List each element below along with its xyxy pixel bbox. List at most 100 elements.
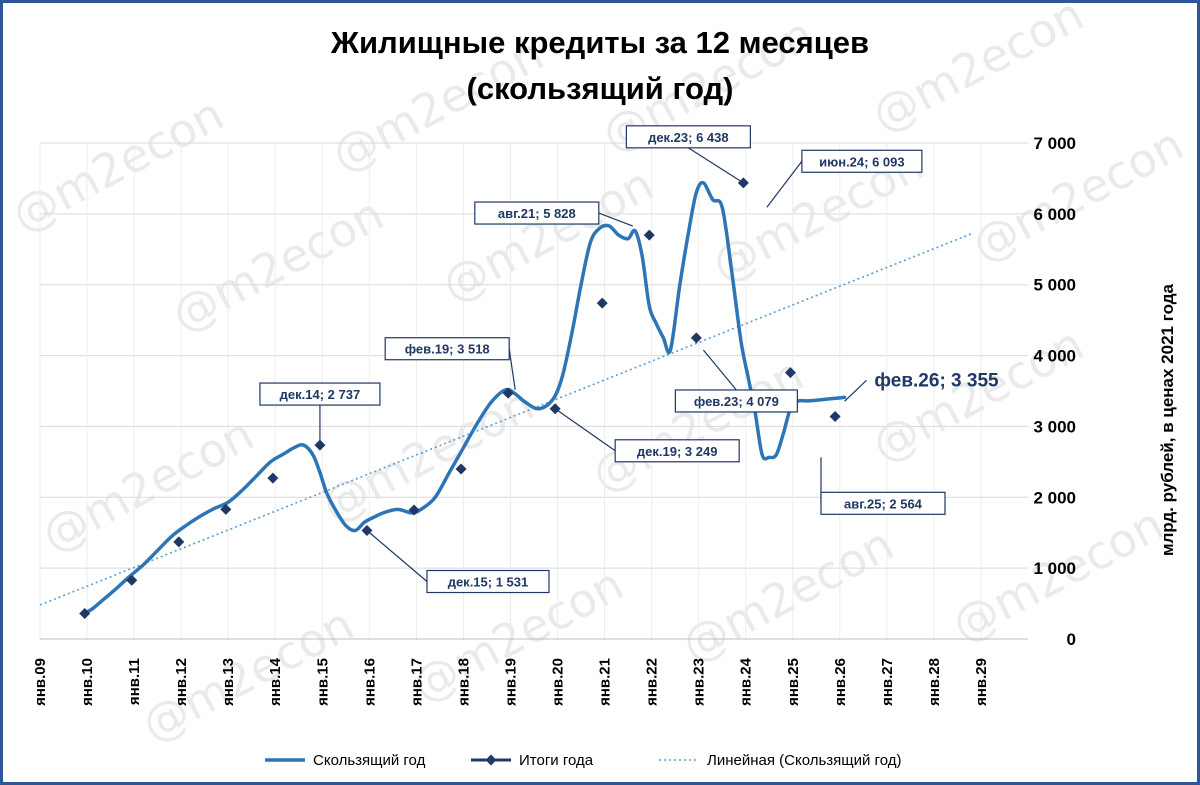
- year-end-marker-7: [408, 504, 420, 516]
- x-axis-ticks: янв.09 янв.10 янв.11 янв.12 янв.13 янв.14 янв.…: [32, 657, 990, 706]
- y-tick-label-4: 4 000: [1033, 347, 1076, 366]
- legend-label-1: Итоги года: [519, 752, 594, 769]
- annotation-leader-3: [554, 408, 616, 452]
- year-end-marker-0: [79, 607, 91, 619]
- annotation-box-7: [801, 149, 923, 173]
- annotation-label-5: фев.23; 4 079: [694, 394, 779, 409]
- x-tick-label-11: янв.20: [550, 658, 567, 706]
- trendline: [39, 232, 972, 606]
- y-tick-label-0: 0: [1067, 630, 1076, 649]
- year-end-marker-1: [126, 574, 138, 586]
- x-tick-label-13: янв.22: [644, 658, 661, 706]
- y-tick-label-7: 7 000: [1033, 134, 1076, 153]
- watermark-text-3: @m2econ: [863, 3, 1092, 143]
- annotation-8: авг.25; 2 564: [820, 457, 946, 515]
- line-chart: @m2econ @m2econ @m2econ @m2econ@m2econ @m2ec…: [3, 3, 1192, 769]
- x-tick-label-2: янв.11: [126, 658, 143, 705]
- watermark-text-0: @m2econ: [3, 87, 232, 243]
- annotation-9: фев.26; 3 355: [844, 370, 999, 402]
- legend: Скользящий год Итоги года Линейная (Скольз…: [265, 752, 901, 769]
- x-tick-label-9: янв.18: [455, 658, 472, 706]
- legend-item-0: Скользящий год: [265, 752, 426, 769]
- year-end-marker-15: [784, 367, 796, 379]
- legend-item-2: Линейная (Скользящий год): [659, 752, 901, 769]
- x-tick-label-14: янв.23: [691, 658, 708, 706]
- x-tick-label-10: янв.19: [502, 658, 519, 706]
- annotation-box-2: [384, 337, 510, 361]
- annotation-leader-4: [598, 212, 634, 227]
- x-tick-label-1: янв.10: [79, 658, 96, 706]
- y-tick-label-5: 5 000: [1033, 276, 1076, 295]
- annotation-leader-2: [508, 348, 516, 390]
- y-tick-label-3: 3 000: [1033, 417, 1076, 436]
- year-end-marker-2: [173, 536, 185, 548]
- y-tick-label-6: 6 000: [1033, 205, 1076, 224]
- x-tick-label-12: янв.21: [597, 658, 614, 706]
- annotation-leader-7: [766, 160, 803, 208]
- annotation-5: фев.23; 4 079: [674, 349, 798, 413]
- annotation-label-1: дек.15; 1 531: [448, 575, 529, 590]
- annotation-label-9: фев.26; 3 355: [874, 370, 999, 391]
- annotation-leader-5: [702, 349, 737, 391]
- x-tick-label-8: янв.17: [408, 658, 425, 706]
- annotation-label-2: фев.19; 3 518: [405, 342, 490, 357]
- annotation-label-8: авг.25; 2 564: [844, 496, 923, 511]
- annotation-7: июн.24; 6 093: [766, 149, 923, 208]
- x-tick-label-16: янв.25: [785, 658, 802, 706]
- x-tick-label-4: янв.13: [220, 658, 237, 706]
- x-tick-label-20: янв.29: [973, 658, 990, 706]
- annotation-0: дек.14; 2 737: [259, 382, 381, 446]
- annotation-3: дек.19; 3 249: [554, 408, 740, 463]
- year-end-marker-8: [455, 463, 467, 475]
- annotation-box-6: [625, 125, 751, 149]
- year-end-marker-4: [267, 472, 279, 484]
- annotation-leader-6: [688, 147, 744, 184]
- annotation-box-1: [426, 569, 550, 594]
- year-end-marker-9: [502, 387, 514, 399]
- annotation-2: фев.19; 3 518: [384, 337, 516, 390]
- chart-title-line1: Жилищные кредиты за 12 месяцев: [330, 25, 869, 60]
- annotation-1: дек.15; 1 531: [366, 530, 550, 594]
- x-tick-label-7: янв.16: [361, 658, 378, 706]
- annotation-box-5: [674, 389, 798, 413]
- x-tick-label-3: янв.12: [173, 658, 190, 706]
- x-tick-label-15: янв.24: [738, 657, 755, 706]
- legend-label-2: Линейная (Скользящий год): [707, 752, 901, 769]
- year-end-marker-13: [690, 332, 702, 344]
- x-tick-label-17: янв.26: [832, 658, 849, 706]
- y-tick-label-2: 2 000: [1033, 488, 1076, 507]
- annotation-box-8: [820, 491, 946, 515]
- year-end-marker-12: [643, 229, 655, 241]
- x-tick-label-6: янв.15: [314, 658, 331, 706]
- watermark-text-10: @m2econ: [583, 347, 812, 503]
- annotation-box-3: [614, 439, 740, 463]
- annotation-label-6: дек.23; 6 438: [648, 130, 729, 145]
- y-tick-label-1: 1 000: [1033, 559, 1076, 578]
- annotation-label-3: дек.19; 3 249: [637, 444, 718, 459]
- watermark-text-7: @m2econ: [963, 117, 1192, 273]
- year-end-marker-11: [596, 297, 608, 309]
- annotation-6: дек.23; 6 438: [625, 125, 751, 184]
- legend-label-0: Скользящий год: [313, 752, 426, 769]
- annotation-leader-9: [844, 379, 867, 402]
- annotations-layer: дек.14; 2 737 дек.15; 1 531 фев.19; 3 518 д…: [259, 125, 999, 594]
- watermark-text-11: @m2econ: [863, 317, 1092, 473]
- legend-swatch-1: [485, 754, 497, 766]
- chart-title-line2: (скользящий год): [467, 71, 734, 106]
- annotation-leader-1: [366, 530, 428, 582]
- x-tick-label-19: янв.28: [926, 658, 943, 706]
- watermark-text-5: @m2econ: [433, 157, 662, 313]
- trendline-layer: [39, 232, 972, 606]
- year-end-marker-16: [829, 411, 841, 423]
- watermark-text-4: @m2econ: [163, 187, 392, 343]
- y-axis-label: млрд. рублей, в ценах 2021 года: [1158, 283, 1177, 556]
- legend-item-1: Итоги года: [471, 752, 594, 769]
- annotation-label-4: авг.21; 5 828: [498, 206, 576, 221]
- x-tick-label-5: янв.14: [267, 657, 284, 706]
- x-tick-label-0: янв.09: [32, 658, 49, 706]
- annotation-label-0: дек.14; 2 737: [280, 387, 361, 402]
- annotation-box-4: [474, 201, 600, 225]
- watermark-text-14: @m2econ: [673, 517, 902, 673]
- year-end-marker-3: [220, 503, 232, 515]
